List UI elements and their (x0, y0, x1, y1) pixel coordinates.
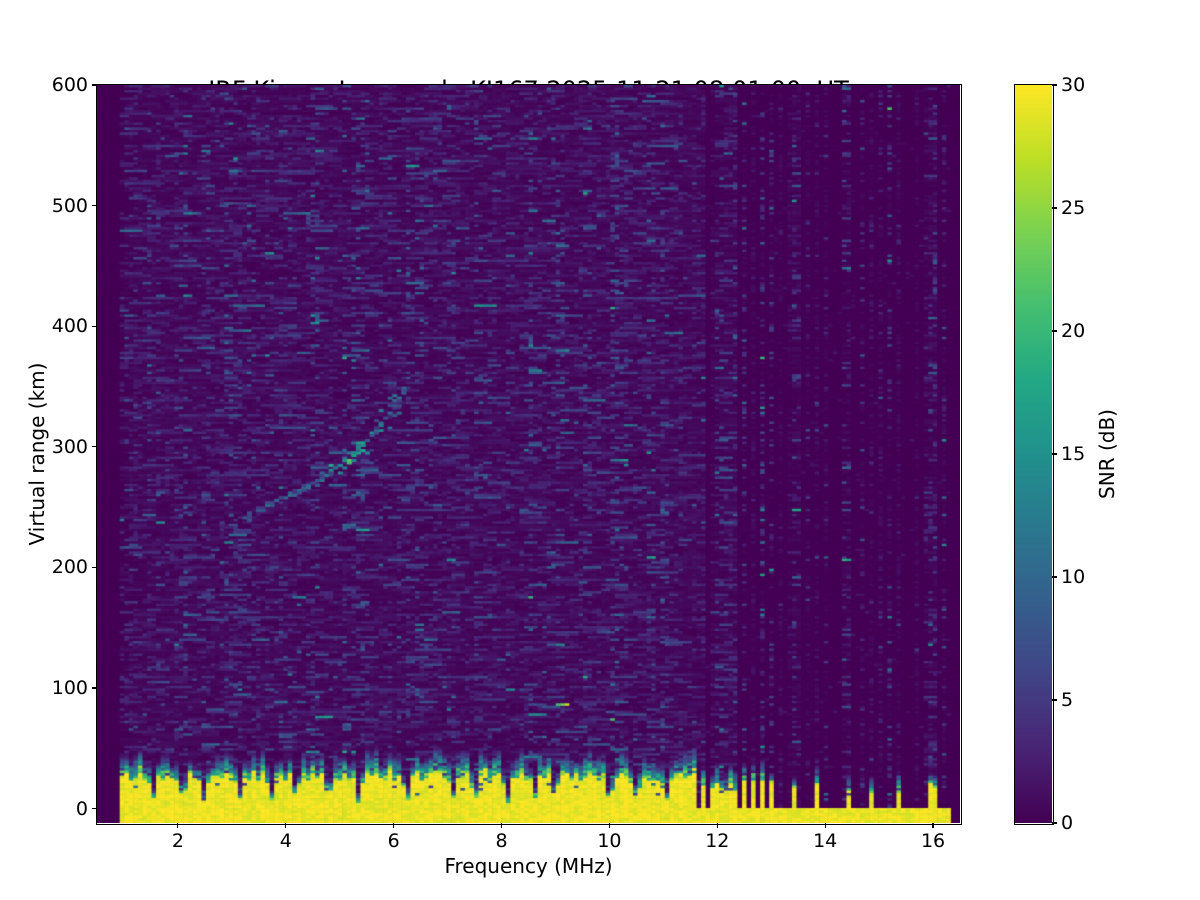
colorbar-tick-mark (1052, 330, 1057, 332)
x-tick-mark (393, 823, 395, 828)
y-tick-label: 600 (51, 74, 88, 96)
y-tick-mark (92, 325, 97, 327)
x-tick-mark (716, 823, 718, 828)
colorbar-tick-label: 30 (1061, 74, 1086, 96)
x-tick-mark (177, 823, 179, 828)
x-tick-mark (608, 823, 610, 828)
colorbar-tick-label: 25 (1061, 197, 1086, 219)
x-tick-mark (932, 823, 934, 828)
y-tick-mark (92, 204, 97, 207)
colorbar-tick-label: 5 (1061, 689, 1074, 711)
x-tick-label: 14 (813, 830, 838, 852)
x-tick-mark (824, 823, 826, 828)
x-tick-mark (285, 823, 287, 828)
colorbar-tick-mark (1052, 84, 1057, 86)
colorbar-tick-mark (1052, 822, 1057, 824)
x-tick-label: 10 (597, 830, 622, 852)
x-tick-label: 16 (920, 830, 946, 852)
y-tick-label: 500 (51, 194, 88, 217)
colorbar (1015, 85, 1052, 823)
colorbar-tick-mark (1052, 576, 1057, 578)
colorbar-tick-mark (1052, 453, 1057, 455)
colorbar-tick-label: 0 (1061, 812, 1074, 834)
colorbar-tick-mark (1052, 699, 1057, 701)
x-tick-label: 4 (279, 830, 292, 852)
y-tick-label: 200 (51, 556, 88, 579)
colorbar-tick-label: 20 (1061, 320, 1086, 342)
y-tick-mark (92, 807, 97, 810)
ionogram-heatmap (97, 85, 960, 823)
y-axis-label: Virtual range (km) (25, 362, 49, 546)
y-tick-mark (92, 566, 97, 568)
y-tick-mark (92, 84, 97, 86)
colorbar-tick-label: 10 (1061, 566, 1086, 588)
x-axis-label: Frequency (MHz) (444, 854, 613, 878)
x-tick-mark (500, 823, 503, 828)
x-tick-label: 2 (171, 830, 184, 852)
colorbar-label: SNR (dB) (1095, 409, 1119, 499)
x-tick-label: 8 (495, 830, 508, 852)
x-tick-label: 12 (705, 830, 730, 852)
colorbar-tick-mark (1052, 207, 1057, 209)
y-tick-label: 300 (51, 435, 88, 458)
x-tick-label: 6 (387, 830, 400, 852)
y-tick-mark (92, 446, 97, 448)
y-tick-mark (92, 687, 97, 689)
y-tick-label: 400 (51, 315, 88, 338)
y-tick-label: 100 (51, 676, 88, 699)
y-tick-label: 0 (75, 797, 88, 820)
colorbar-tick-label: 15 (1061, 443, 1086, 465)
